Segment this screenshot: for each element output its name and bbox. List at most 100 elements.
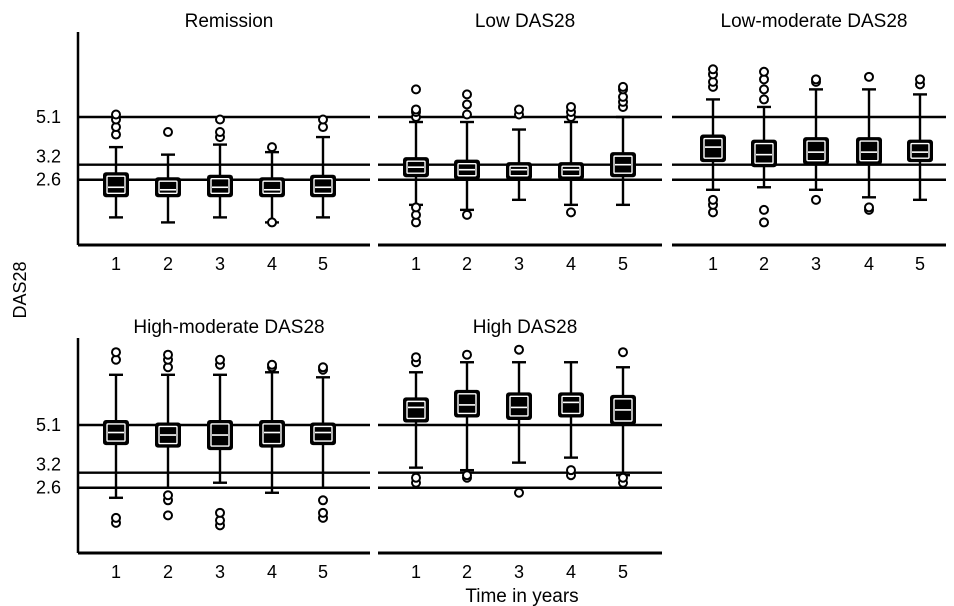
x-tick-label: 1 [708, 254, 718, 274]
panel-title: Low DAS28 [475, 11, 575, 32]
outlier-point [708, 194, 718, 205]
outlier-point [267, 359, 277, 370]
box-inner-outline [210, 178, 230, 195]
outlier-point [267, 217, 277, 228]
outlier-point [215, 114, 225, 125]
outlier-point [411, 472, 421, 483]
x-tick-label: 3 [215, 562, 225, 582]
x-tick-label: 4 [566, 562, 576, 582]
box-body [907, 139, 933, 163]
box-inner-outline [509, 395, 529, 417]
box-inner-outline [509, 165, 529, 177]
outlier-point [111, 512, 121, 523]
box-inner-outline [859, 140, 879, 162]
box-inner-outline [754, 142, 774, 164]
box-inner-outline [106, 175, 126, 195]
box-body [259, 419, 285, 448]
box-body [207, 174, 233, 198]
box-inner-outline [158, 425, 178, 445]
box-inner-outline [210, 423, 230, 447]
box-body [259, 177, 285, 198]
box-inner-outline [313, 178, 333, 195]
reference-line-label: 3.2 [36, 455, 61, 475]
box-inner-outline [406, 400, 426, 420]
x-tick-label: 3 [215, 254, 225, 274]
outlier-point [111, 109, 121, 120]
outlier-point [864, 71, 874, 82]
outlier-point [566, 465, 576, 476]
panel-title: Remission [185, 11, 274, 32]
outlier-point [318, 507, 328, 518]
box-inner-outline [561, 395, 581, 415]
box-body [558, 392, 584, 418]
box-body [103, 172, 129, 198]
outlier-point [759, 66, 769, 77]
outlier-point [163, 349, 173, 360]
x-tick-label: 3 [811, 254, 821, 274]
outlier-point [411, 84, 421, 95]
outlier-point [318, 362, 328, 373]
y-axis-label: DAS28 [10, 261, 30, 318]
outlier-point [462, 109, 472, 120]
outlier-point [163, 127, 173, 138]
box-body [700, 134, 726, 163]
outlier-point [708, 64, 718, 75]
outlier-point [759, 94, 769, 105]
outlier-point [566, 207, 576, 218]
x-tick-label: 5 [318, 562, 328, 582]
outlier-point [318, 114, 328, 125]
outlier-point [163, 490, 173, 501]
x-tick-label: 3 [514, 254, 524, 274]
outlier-point [215, 354, 225, 365]
outlier-point [759, 217, 769, 228]
box-body [155, 177, 181, 198]
box-inner-outline [561, 165, 581, 177]
box-inner-outline [703, 137, 723, 159]
box-body [454, 389, 480, 418]
outlier-point [163, 510, 173, 521]
box-body [310, 422, 336, 446]
box-body [803, 137, 829, 165]
x-tick-label: 2 [163, 562, 173, 582]
outlier-point [411, 202, 421, 213]
x-tick-label: 1 [411, 254, 421, 274]
outlier-point [514, 487, 524, 498]
outlier-point [759, 84, 769, 95]
box-inner-outline [406, 160, 426, 174]
x-tick-label: 3 [514, 562, 524, 582]
outlier-point [514, 344, 524, 355]
x-tick-label: 2 [759, 254, 769, 274]
box-inner-outline [910, 142, 930, 159]
x-tick-label: 5 [318, 254, 328, 274]
x-tick-label: 4 [267, 562, 277, 582]
box-inner-outline [613, 398, 633, 422]
outlier-point [566, 101, 576, 112]
box-inner-outline [262, 423, 282, 445]
x-axis-label: Time in years [465, 586, 578, 606]
x-tick-label: 5 [618, 562, 628, 582]
x-tick-label: 4 [566, 254, 576, 274]
box-inner-outline [613, 155, 633, 174]
box-inner-outline [806, 140, 826, 162]
outlier-point [618, 472, 628, 483]
panel-title: Low-moderate DAS28 [721, 11, 908, 32]
box-inner-outline [457, 162, 477, 177]
reference-line-label: 5.1 [36, 415, 61, 435]
box-body [856, 137, 882, 165]
outlier-point [618, 81, 628, 92]
panel-title: High DAS28 [473, 317, 578, 338]
box-inner-outline [262, 180, 282, 195]
reference-line-label: 2.6 [36, 478, 61, 498]
outlier-point [318, 495, 328, 506]
reference-line-label: 5.1 [36, 107, 61, 127]
outlier-point [811, 74, 821, 85]
x-tick-label: 1 [411, 562, 421, 582]
reference-line-label: 3.2 [36, 147, 61, 167]
box-body [310, 174, 336, 198]
outlier-point [759, 204, 769, 215]
outlier-point [514, 104, 524, 115]
box-inner-outline [158, 180, 178, 195]
outlier-point [215, 507, 225, 518]
outlier-point [462, 349, 472, 360]
box-inner-outline [457, 393, 477, 415]
